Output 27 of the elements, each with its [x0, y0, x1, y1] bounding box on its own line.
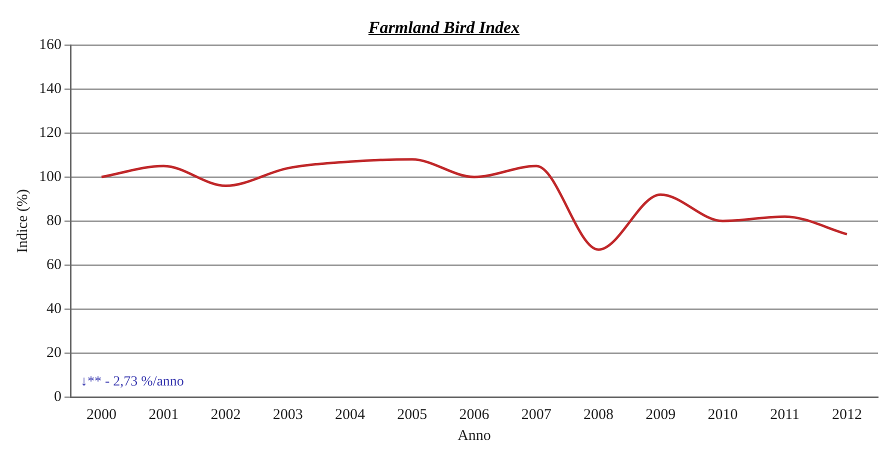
x-tick-label: 2007 [521, 406, 552, 423]
y-tick-label: 80 [46, 212, 62, 229]
y-tick-label: 40 [46, 300, 62, 317]
x-tick-label: 2012 [832, 406, 862, 423]
x-tick-label: 2010 [708, 406, 738, 423]
y-axis-title: Indice (%) [14, 189, 31, 253]
y-tick-label: 0 [54, 388, 62, 405]
x-tick-label: 2005 [397, 406, 428, 423]
x-tick-label: 2009 [646, 406, 676, 423]
x-tick-label: 2000 [86, 406, 117, 423]
line-series [100, 158, 848, 251]
x-tick-label: 2006 [459, 406, 490, 423]
y-tick-label: 120 [39, 124, 62, 141]
x-tick-label: 2004 [335, 406, 366, 423]
x-axis-title: Anno [458, 428, 491, 444]
x-tick-label: 2002 [210, 406, 241, 423]
y-tick-label: 20 [46, 344, 62, 361]
y-tick-label: 140 [39, 80, 62, 97]
x-tick-label: 2003 [272, 406, 303, 423]
y-tick-label: 60 [46, 256, 62, 273]
y-tick-label: 160 [39, 36, 62, 53]
x-tick-label: 2011 [770, 406, 800, 423]
x-tick-label: 2008 [583, 406, 614, 423]
chart-title: Farmland Bird Index [367, 18, 521, 38]
y-tick-label: 100 [39, 168, 62, 185]
x-tick-label: 2001 [148, 406, 179, 423]
annotation: ↓** - 2,73 %/anno [80, 374, 184, 390]
